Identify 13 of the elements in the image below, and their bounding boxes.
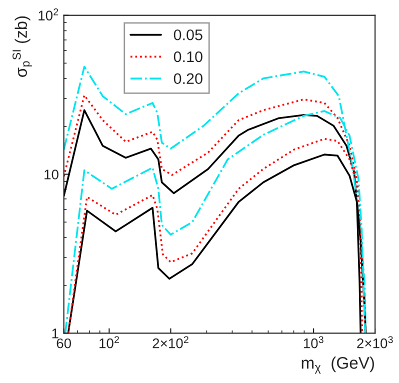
x-tick-label: 10$^{3}$ [304,336,324,348]
y-tick-label: 10$^{2}$ [38,8,58,20]
x-tick-label: 2×10$^{2}$ [152,336,188,348]
y-tick-label: 1 [52,328,58,338]
y-tick-label: 10 [44,170,58,180]
x-tick-label: 60 [56,338,72,348]
x-tick-label: 2×10$^{3}$ [357,336,393,348]
legend-label: 0.05 [174,29,202,40]
legend-label: 0.10 [174,51,202,62]
y-axis-title: σ$_{p}$$^{SI}$ (zb) [12,16,32,77]
x-axis-title: m$_{χ}$ (GeV) [302,356,374,374]
x-tick-label: 10$^{2}$ [100,336,119,348]
legend-label: 0.20 [174,73,202,84]
